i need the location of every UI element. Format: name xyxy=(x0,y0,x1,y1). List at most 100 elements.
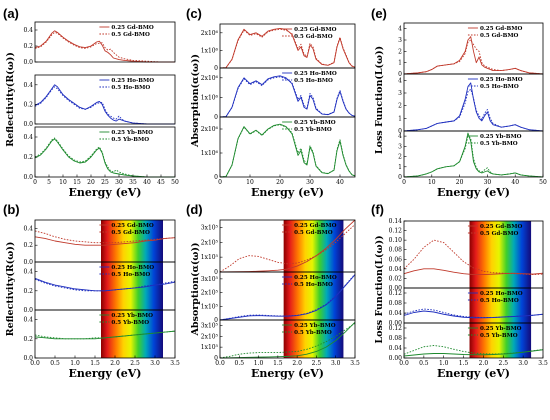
y-tick-label: 1x10⁵ xyxy=(201,303,219,310)
x-axis-label: Energy (eV) xyxy=(437,367,510,380)
x-tick-label: 0.5 xyxy=(50,360,60,367)
y-tick-label: 0.2 xyxy=(23,242,33,249)
y-tick-label: 3 xyxy=(398,37,402,44)
series-line-dotted xyxy=(219,124,356,178)
y-tick-label: 0.10 xyxy=(389,237,403,244)
y-tick-label: 0.08 xyxy=(389,247,403,254)
series-line-dotted xyxy=(34,86,175,125)
y-tick-label: 4 xyxy=(398,77,402,84)
subplot-frame xyxy=(219,319,356,359)
panel-label: (d) xyxy=(186,202,203,217)
y-tick-label: 0.0 xyxy=(23,259,33,266)
y-tick-label: 0.4 xyxy=(23,82,33,89)
x-tick-label: 0.5 xyxy=(235,360,245,367)
x-tick-label: 20 xyxy=(87,179,95,186)
y-tick-label: 0.2 xyxy=(23,336,33,343)
y-tick-label: 0.00 xyxy=(389,320,403,327)
x-tick-label: 30 xyxy=(115,179,123,186)
series-line-dotted xyxy=(403,88,544,132)
subplot-frame xyxy=(403,322,544,359)
x-tick-label: 30 xyxy=(484,179,492,186)
x-tick-label: 3.0 xyxy=(331,360,341,367)
y-tick-label: 0.12 xyxy=(389,228,403,235)
y-tick-label: 0.04 xyxy=(389,266,403,273)
series-line-solid xyxy=(34,30,175,63)
x-tick-label: 3.5 xyxy=(538,360,548,367)
y-tick-label: 0.12 xyxy=(389,290,403,297)
legend-label: 0.25 Ho-BMO xyxy=(480,291,523,297)
legend-label: 0.25 Gd-BMO xyxy=(294,223,337,229)
y-tick-label: 0.08 xyxy=(389,335,403,342)
x-tick-label: 2.0 xyxy=(479,360,489,367)
legend-label: 0.5 Ho-BMO xyxy=(294,78,333,84)
y-tick-label: 0.4 xyxy=(23,269,33,276)
y-tick-label: 0 xyxy=(214,355,218,362)
series-line-dotted xyxy=(34,278,176,292)
legend-label: 0.5 Ho-BMO xyxy=(111,85,150,91)
x-axis-label: Energy (eV) xyxy=(251,367,324,380)
legend-label: 0.5 Gd-BMO xyxy=(480,231,519,237)
x-tick-label: 45 xyxy=(157,179,165,186)
x-tick-label: 40 xyxy=(511,179,519,186)
panel-label: (c) xyxy=(186,6,202,21)
y-axis-label: Loss Function(L(ω)) xyxy=(374,235,385,343)
series-line-solid xyxy=(219,274,356,321)
series-line-dotted xyxy=(403,308,544,318)
y-tick-label: 2x10⁵ xyxy=(201,239,219,246)
x-tick-label: 0.0 xyxy=(215,360,225,367)
y-tick-label: 0.0 xyxy=(23,174,33,181)
legend-label: 0.5 Ho-BMO xyxy=(480,298,519,304)
y-tick-label: 0.4 xyxy=(23,134,33,141)
panel-f: 0.00 0.02 0.04 0.06 0.08 0.10 0.12 0.14 0.25 Gd-… xyxy=(371,202,548,380)
legend-label: 0.5 Yb-BMO xyxy=(294,127,332,133)
series-line-dotted xyxy=(403,345,544,355)
x-tick-label: 1.0 xyxy=(70,360,80,367)
y-tick-label: 0 xyxy=(214,269,218,276)
legend-label: 0.5 Gd-BMO xyxy=(111,32,150,38)
legend-label: 0.25 Yb-BMO xyxy=(480,326,522,332)
x-tick-label: 0.5 xyxy=(419,360,429,367)
y-tick-label: 0.06 xyxy=(389,256,403,263)
y-tick-label: 0.12 xyxy=(389,325,403,332)
subplot-frame xyxy=(34,21,176,63)
series-line-solid xyxy=(34,138,175,178)
y-tick-label: 0.2 xyxy=(23,43,33,50)
legend-label: 0.25 Ho-BMO xyxy=(294,275,337,281)
y-tick-label: 0.0 xyxy=(23,121,33,128)
x-tick-label: 50 xyxy=(539,179,547,186)
y-tick-label: 3x10⁵ xyxy=(201,224,219,231)
y-tick-label: 0.00 xyxy=(389,355,403,362)
y-tick-label: 3 xyxy=(398,143,402,150)
series-line-solid xyxy=(403,36,544,75)
x-tick-label: 20 xyxy=(276,179,284,186)
y-tick-label: 0 xyxy=(398,71,402,78)
panel-label: (b) xyxy=(3,202,20,217)
panel-label: (e) xyxy=(371,6,387,21)
legend-label: 0.25 Yb-BMO xyxy=(111,130,153,136)
legend-label: 0.5 Yb-BMO xyxy=(111,137,149,143)
panel-label: (f) xyxy=(371,202,384,217)
series-line-dotted xyxy=(34,137,175,178)
y-tick-label: 2 xyxy=(398,48,402,55)
visible-spectrum-band xyxy=(283,220,344,358)
legend-label: 0.5 Yb-BMO xyxy=(294,330,332,336)
y-tick-label: 0.08 xyxy=(389,300,403,307)
series-line-dotted xyxy=(34,31,175,63)
x-tick-label: 10 xyxy=(59,179,67,186)
subplot-frame xyxy=(34,126,176,178)
x-axis-label: Energy (eV) xyxy=(68,186,141,199)
